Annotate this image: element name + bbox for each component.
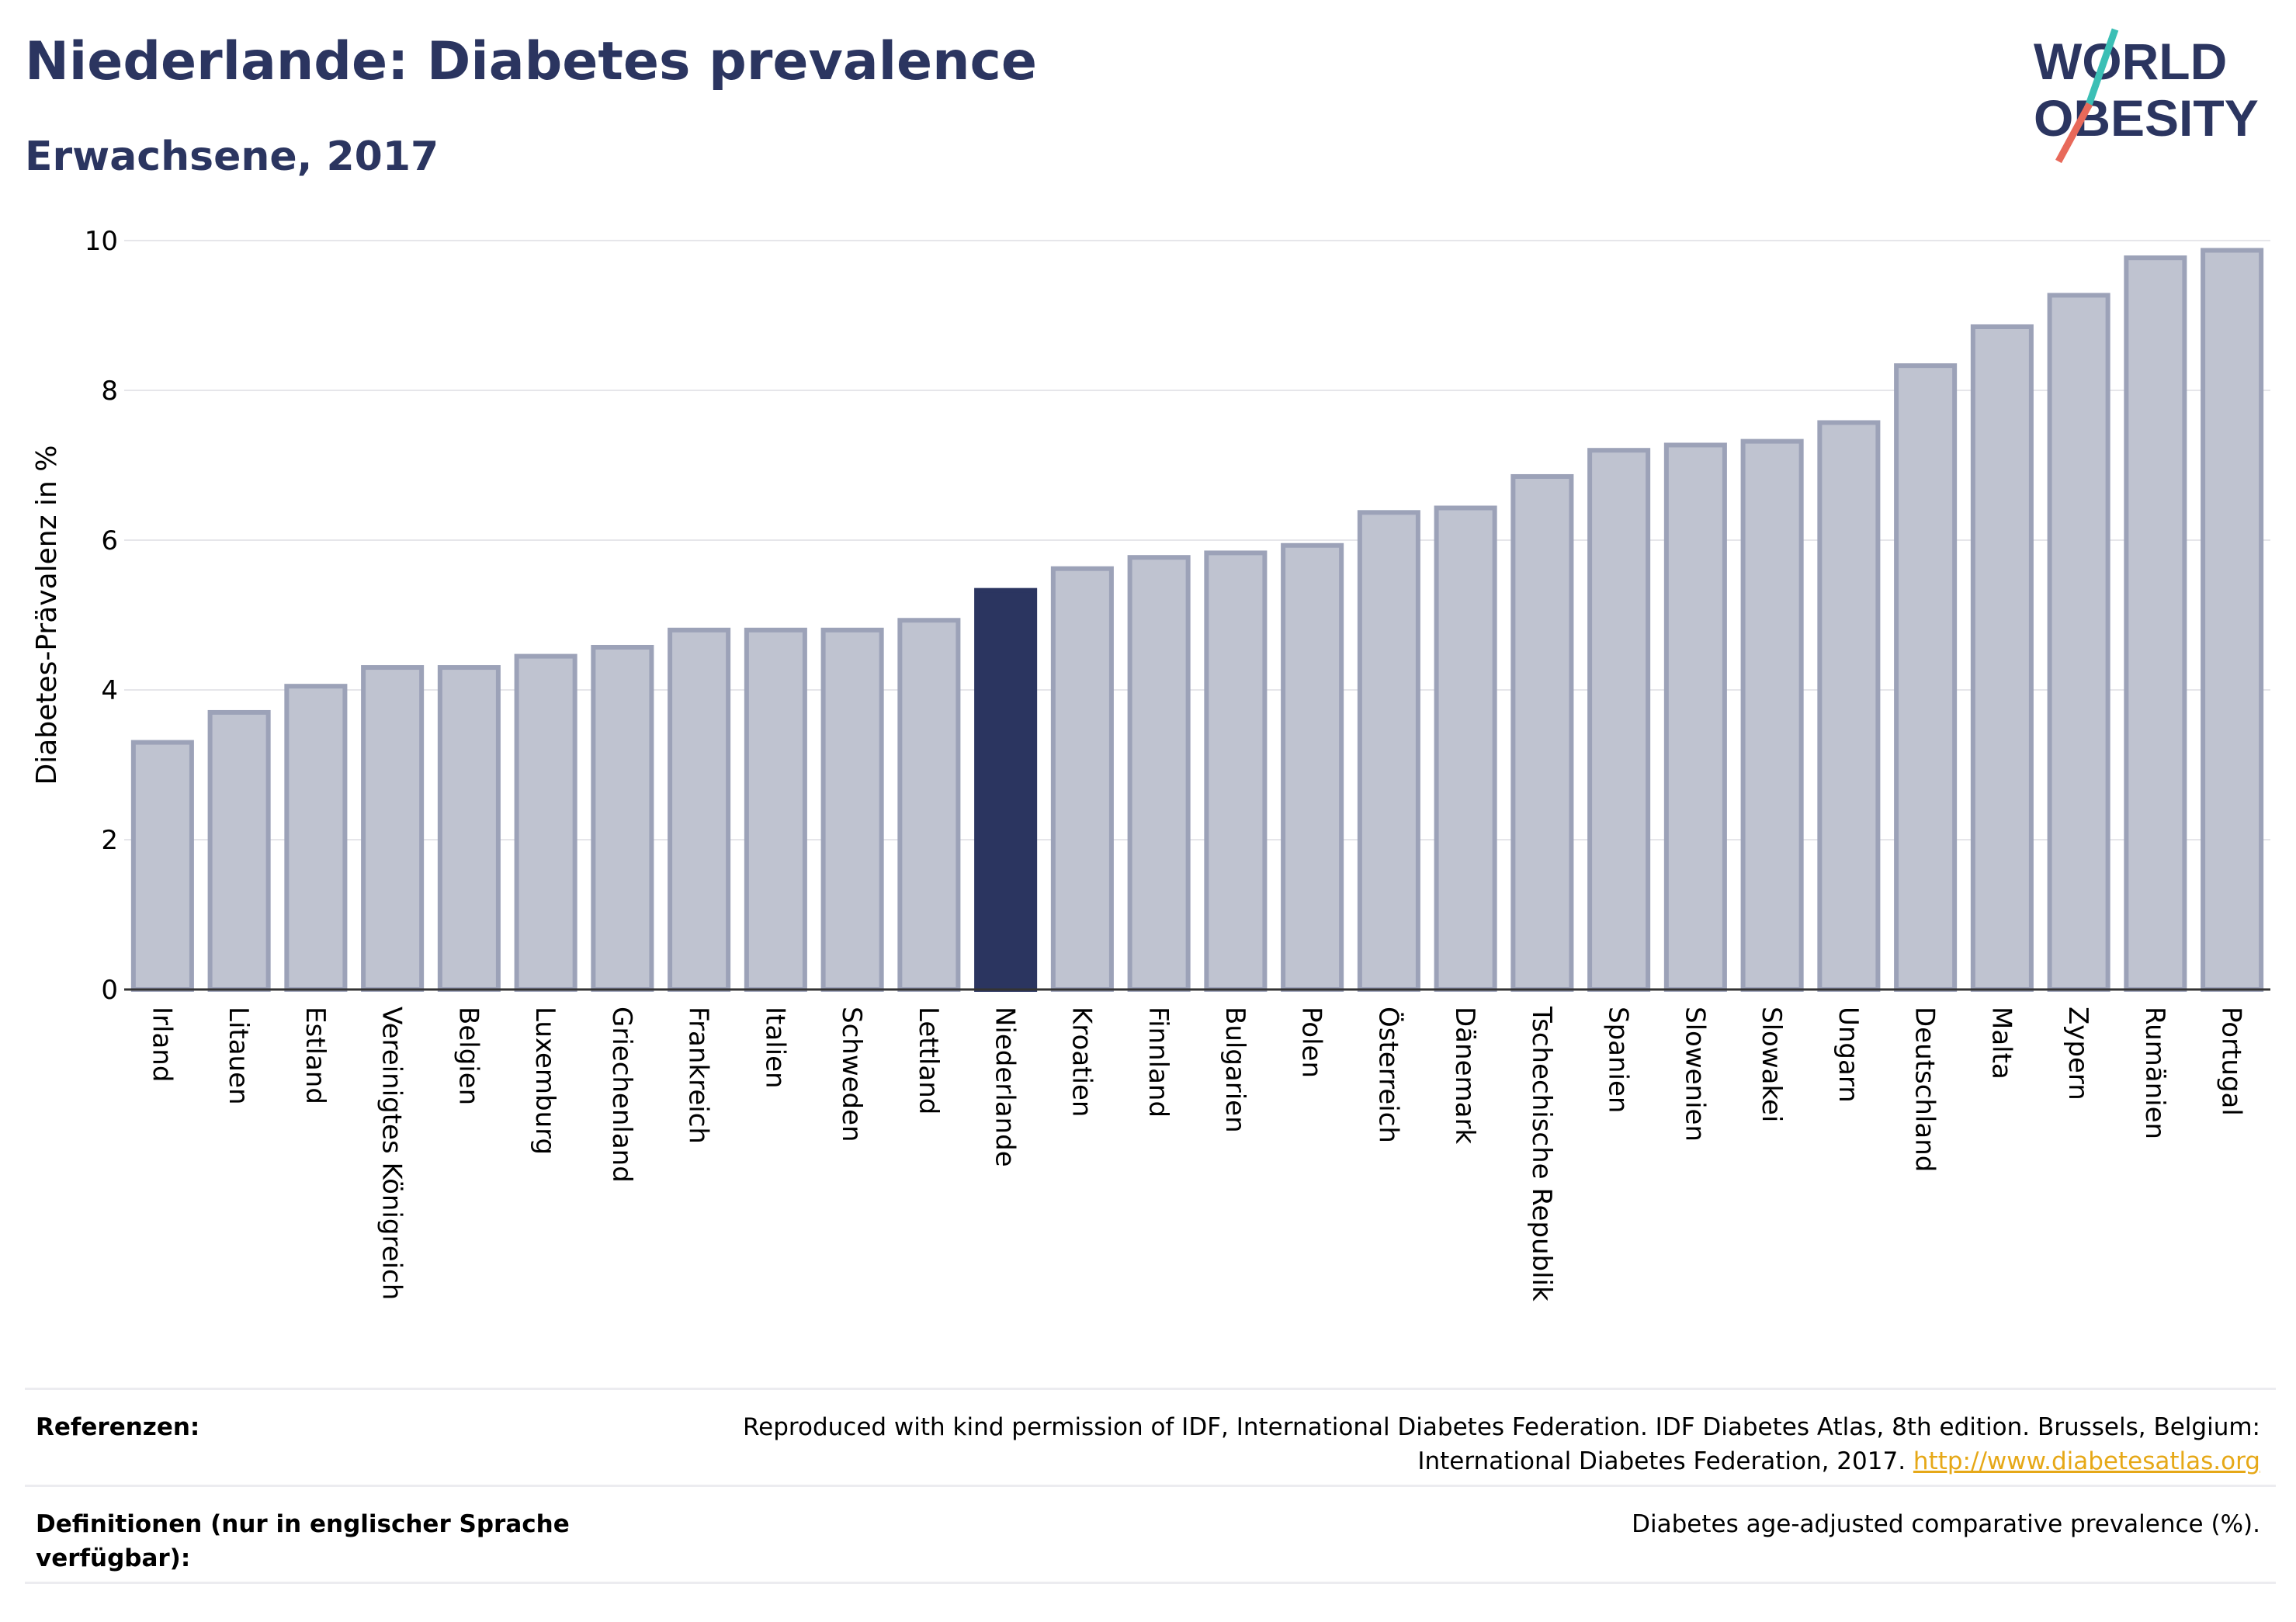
bar: [1281, 542, 1344, 992]
bar: [1434, 505, 1497, 992]
x-tick-label: Italien: [759, 1007, 790, 1089]
bar: [284, 684, 348, 992]
bar: [514, 653, 577, 992]
x-tick-label: Luxemburg: [529, 1007, 560, 1155]
x-axis-ticks: Irland Litauen Estland Vereinigtes Königrei…: [146, 1006, 2246, 1301]
bar: [1740, 438, 1804, 992]
bar-chart: 0 2 4 6 8 10 Irland Litauen Estland Vereinigtes …: [31, 226, 2270, 1301]
bar: [130, 740, 194, 992]
bar: [1204, 550, 1268, 992]
y-axis-label: Diabetes-Prävalenz in %: [31, 445, 63, 785]
x-tick-label: Lettland: [913, 1007, 944, 1114]
y-axis-ticks: 0 2 4 6 8 10: [85, 226, 118, 1006]
bar: [2047, 293, 2110, 992]
references-table: Referenzen: Reproduced with kind permiss…: [25, 1388, 2276, 1584]
bar: [2201, 248, 2264, 993]
x-tick-label: Spanien: [1603, 1007, 1634, 1113]
references-text-line2: International Diabetes Federation, 2017.: [1417, 1447, 1906, 1475]
bar: [668, 627, 731, 992]
x-tick-label: Malta: [1986, 1007, 2017, 1080]
x-tick-label: Vereinigtes Königreich: [376, 1007, 408, 1300]
bar: [591, 644, 654, 992]
x-tick-label: Bulgarien: [1219, 1007, 1250, 1133]
bar: [744, 627, 807, 992]
bar-highlight: [974, 587, 1038, 992]
x-tick-label: Polen: [1296, 1007, 1327, 1078]
y-tick-label: 10: [85, 226, 118, 257]
x-tick-label: Finnland: [1143, 1007, 1174, 1118]
bar: [1970, 324, 2034, 993]
chart-title: Niederlande: Diabetes prevalence: [25, 31, 1037, 92]
bar: [2124, 255, 2187, 992]
bar: [820, 627, 884, 992]
logo-line-world: WORLD: [2034, 33, 2227, 90]
definitions-row: Definitionen (nur in englischer Sprache …: [25, 1485, 2276, 1584]
world-obesity-logo: WORLD OBESITY: [2034, 28, 2259, 164]
y-tick-label: 0: [101, 975, 118, 1006]
bar: [207, 709, 271, 992]
x-tick-label: Estland: [300, 1007, 331, 1104]
bar: [1357, 510, 1420, 992]
references-text: Reproduced with kind permission of IDF, …: [708, 1410, 2260, 1478]
x-tick-label: Slowenien: [1679, 1007, 1710, 1142]
x-tick-label: Irland: [146, 1007, 177, 1082]
bars: [130, 248, 2264, 993]
x-tick-label: Kroatien: [1066, 1007, 1097, 1117]
x-tick-label: Zypern: [2062, 1007, 2093, 1100]
bar: [1817, 420, 1881, 992]
y-tick-label: 2: [101, 825, 118, 856]
bar: [897, 618, 961, 992]
bar: [1510, 473, 1574, 992]
x-tick-label: Belgien: [453, 1007, 484, 1105]
bar: [437, 665, 501, 992]
x-tick-label: Dänemark: [1449, 1007, 1480, 1144]
x-tick-label: Tschechische Republik: [1526, 1006, 1557, 1301]
x-tick-label: Niederlande: [990, 1007, 1021, 1167]
logo-slash-teal: [2084, 28, 2119, 109]
definitions-label-line1: Definitionen (nur in englischer Sprache: [36, 1510, 570, 1538]
references-text-line1: Reproduced with kind permission of IDF, …: [743, 1413, 2260, 1441]
x-tick-label: Frankreich: [683, 1007, 714, 1144]
chart-subtitle: Erwachsene, 2017: [25, 133, 439, 180]
x-tick-label: Litauen: [223, 1007, 254, 1105]
x-tick-label: Rumänien: [2139, 1007, 2170, 1139]
references-link[interactable]: http://www.diabetesatlas.org: [1913, 1447, 2260, 1475]
x-tick-label: Slowakei: [1756, 1007, 1787, 1122]
x-tick-label: Ungarn: [1833, 1007, 1864, 1103]
bar: [1894, 363, 1958, 992]
references-row: Referenzen: Reproduced with kind permiss…: [25, 1388, 2276, 1485]
bar: [1663, 442, 1727, 992]
x-tick-label: Österreich: [1372, 1007, 1404, 1143]
references-label: Referenzen:: [36, 1413, 200, 1441]
x-tick-label: Griechenland: [606, 1007, 637, 1183]
x-tick-label: Deutschland: [1909, 1007, 1941, 1172]
definitions-text: Diabetes age-adjusted comparative preval…: [1632, 1510, 2260, 1538]
logo-slash-coral: [2055, 102, 2093, 164]
x-tick-label: Portugal: [2216, 1007, 2247, 1116]
bar: [1587, 448, 1651, 992]
y-tick-label: 8: [101, 376, 118, 407]
bar: [361, 665, 425, 992]
bar: [1127, 555, 1191, 992]
bar: [1050, 566, 1114, 992]
y-tick-label: 4: [101, 675, 118, 706]
definitions-label-line2: verfügbar):: [36, 1544, 191, 1572]
y-tick-label: 6: [101, 525, 118, 556]
x-tick-label: Schweden: [836, 1007, 867, 1142]
definitions-label: Definitionen (nur in englischer Sprache …: [36, 1507, 579, 1575]
